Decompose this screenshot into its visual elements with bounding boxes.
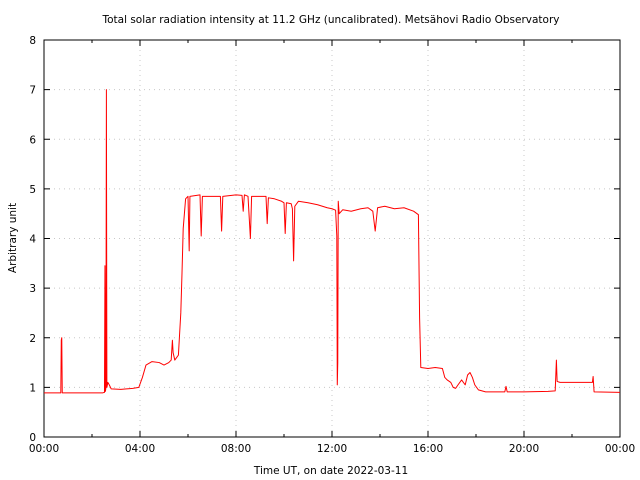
y-tick-label: 4 xyxy=(29,234,36,246)
y-axis-label: Arbitrary unit xyxy=(7,203,19,273)
x-tick-label: 16:00 xyxy=(413,443,443,455)
x-tick-label: 20:00 xyxy=(509,443,539,455)
x-axis-label: Time UT, on date 2022-03-11 xyxy=(253,465,408,477)
chart-title: Total solar radiation intensity at 11.2 … xyxy=(101,14,559,26)
y-tick-label: 8 xyxy=(29,35,36,47)
axis-ticks: 00:00 04:00 08:00 12:00 16:00 20:00 00:0001234… xyxy=(29,35,635,455)
x-tick-label: 12:00 xyxy=(317,443,347,455)
y-tick-label: 5 xyxy=(29,184,36,196)
plot-frame xyxy=(43,39,621,438)
y-tick-label: 2 xyxy=(29,333,36,345)
series-group xyxy=(44,89,621,394)
y-tick-label: 6 xyxy=(29,134,36,146)
grid-lines xyxy=(44,40,620,437)
x-tick-label: 04:00 xyxy=(125,443,155,455)
x-tick-label: 00:00 xyxy=(29,443,59,455)
x-tick-label: 08:00 xyxy=(221,443,251,455)
y-tick-label: 0 xyxy=(29,432,36,444)
series-line xyxy=(44,89,621,394)
y-tick-label: 7 xyxy=(29,85,36,97)
y-tick-label: 3 xyxy=(29,283,36,295)
x-tick-label: 00:00 xyxy=(605,443,635,455)
y-tick-label: 1 xyxy=(29,382,36,394)
